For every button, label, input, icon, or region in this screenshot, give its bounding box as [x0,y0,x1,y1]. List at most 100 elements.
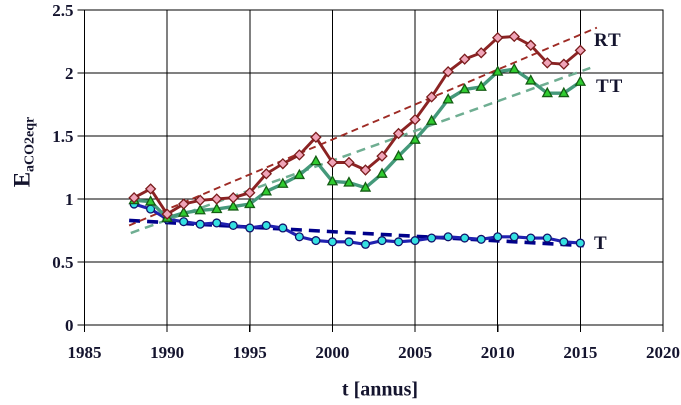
t-marker [245,223,255,233]
series-label-t: T [594,233,608,254]
y-tick-label: 1.5 [52,127,73,146]
t-marker [410,236,420,246]
x-tick-label: 1985 [68,343,102,362]
rt-marker [508,30,520,43]
rt-marker [442,66,454,78]
tt-marker [376,167,388,178]
rt-marker [376,150,388,162]
y-tick-label: 0 [65,316,74,335]
tt-marker [508,62,520,74]
rt-marker [475,47,487,59]
tt-marker [277,177,289,188]
t-marker [542,233,552,243]
t-marker [377,236,387,246]
tt-marker [558,86,570,98]
t-marker [195,219,205,229]
t-marker [294,232,304,242]
tt-marker [425,114,438,125]
tt-marker [227,200,239,211]
x-tick-label: 2020 [646,343,680,362]
t-marker [476,234,486,244]
t-marker [393,237,404,247]
x-tick-label: 2000 [315,343,349,362]
rt-marker [491,32,504,44]
t-marker [344,237,354,247]
tt-trend-dashed-line [130,66,591,235]
rt-marker [558,58,570,70]
rt-marker [343,156,355,169]
rt-marker [326,156,339,169]
t-marker [427,233,437,243]
x-tick-label: 2010 [481,343,515,362]
rt-marker [277,158,289,170]
y-tick-label: 1 [65,190,74,209]
tt-marker [343,176,355,187]
plot-border [83,9,664,326]
rt-marker [194,194,206,206]
t-marker [559,237,569,247]
y-axis-title-main: E [9,171,35,188]
y-tick-label: 2.5 [52,1,73,20]
tt-marker [458,83,471,94]
rt-marker [425,91,438,103]
rt-trend-dashed-line [128,26,598,227]
tt-marker [409,133,421,144]
tt-marker [574,75,587,86]
tt-marker [541,86,553,98]
series-label-rt: RT [594,30,622,51]
tt-marker [359,181,372,192]
rt-marker [293,149,306,161]
rt-marker [211,193,223,205]
rt-marker [458,53,471,65]
y-axis-title: EaCO2eqr [9,117,38,188]
tt-marker [244,197,256,209]
tt-marker [326,175,339,186]
tt-marker [392,149,405,161]
x-tick-label: 1995 [233,343,267,362]
t-marker [493,232,503,242]
t-marker [443,232,453,242]
t-marker [311,236,321,246]
tt-marker [260,185,273,196]
tt-marker [525,74,537,85]
tt-marker [211,202,223,214]
rt-marker [525,39,537,51]
tt-marker [177,206,190,217]
tt-marker [144,195,157,206]
tt-marker [492,65,504,76]
t-marker [575,238,585,248]
t-marker [261,220,271,231]
t-marker [278,223,288,233]
t-marker [460,233,470,243]
y-tick-label: 0.5 [52,253,73,272]
tt-marker [475,80,487,91]
t-marker [526,233,536,243]
tt-marker [310,154,322,166]
tt-marker [194,203,206,215]
rt-marker [227,192,239,204]
t-marker [228,220,238,231]
x-tick-label: 2015 [563,343,597,362]
rt-marker [161,208,173,220]
t-series-line [132,202,582,246]
x-tick-label: 1990 [150,343,184,362]
tt-series-line [132,67,583,220]
series-label-tt: TT [596,76,624,97]
t-marker [179,217,189,227]
x-tick-label: 2005 [398,343,432,362]
rt-marker [260,168,273,180]
rt-marker [409,113,421,126]
rt-marker [359,164,372,176]
tt-marker [442,93,454,104]
t-marker [212,218,222,228]
rt-marker [392,127,405,140]
rt-marker [574,44,587,57]
rt-marker [128,192,140,204]
t-marker [327,237,337,247]
rt-marker [310,131,322,143]
y-tick-label: 2 [65,64,74,83]
rt-marker [144,183,157,195]
x-axis-title: t [annus] [341,378,419,401]
